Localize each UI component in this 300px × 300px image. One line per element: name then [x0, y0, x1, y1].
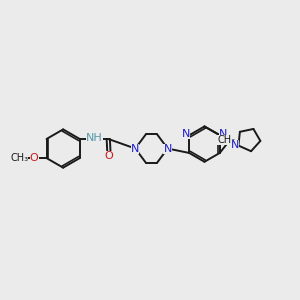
Text: O: O — [30, 153, 39, 163]
Text: CH₃: CH₃ — [218, 135, 236, 145]
Text: NH: NH — [86, 134, 103, 143]
Text: N: N — [218, 129, 227, 139]
Text: O: O — [104, 151, 113, 161]
Text: CH₃: CH₃ — [10, 153, 28, 163]
Text: N: N — [164, 143, 172, 154]
Text: N: N — [231, 140, 239, 150]
Text: N: N — [131, 143, 140, 154]
Text: N: N — [182, 129, 190, 139]
